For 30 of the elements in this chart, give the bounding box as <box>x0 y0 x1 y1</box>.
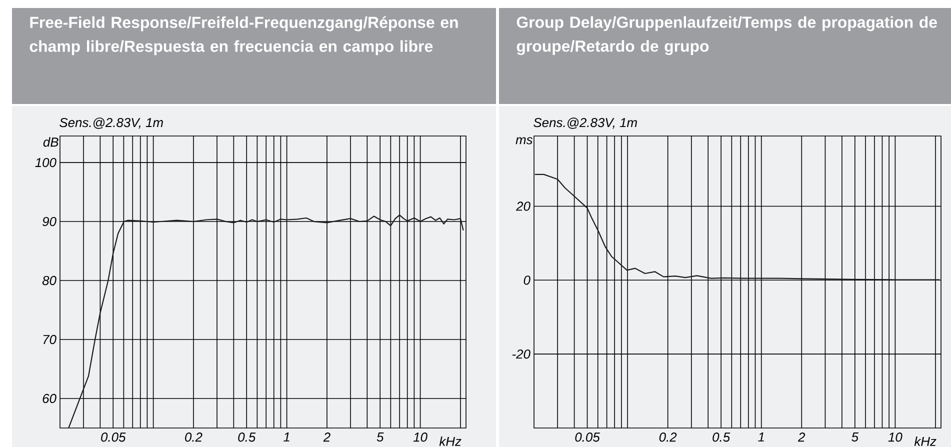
x-tick-label: 10 <box>413 432 428 442</box>
chart-subtitle: Sens.@2.83V, 1m <box>534 118 637 129</box>
x-tick-label: 5 <box>376 432 384 442</box>
x-tick-label: 0.05 <box>101 432 126 442</box>
chart-subtitle: Sens.@2.83V, 1m <box>60 118 163 129</box>
x-axis-title: kHz <box>439 436 462 446</box>
x-tick-label: 5 <box>852 432 859 442</box>
chart-title: Free-Field Response/Freifeld-Frequenzgang/Réponse en champ libre/Respuesta en frecuencia en campo libre <box>30 16 458 56</box>
y-tick-label: 90 <box>42 216 56 226</box>
x-axis-title: kHz <box>914 436 936 446</box>
y-axis-title: dB <box>43 137 58 147</box>
y-tick-label: 100 <box>35 158 56 168</box>
y-tick-label: 70 <box>43 334 56 344</box>
x-tick-label: 0.5 <box>238 432 256 442</box>
x-tick-label: 1 <box>284 432 290 442</box>
x-tick-label: 2 <box>323 432 330 442</box>
y-tick-label: 0 <box>524 276 530 285</box>
x-tick-label: 1 <box>758 432 764 442</box>
x-tick-label: 0.2 <box>659 432 677 442</box>
x-tick-label: 0.2 <box>185 432 202 442</box>
x-tick-label: 2 <box>798 432 806 442</box>
y-axis-title: ms <box>516 137 533 144</box>
y-tick-label: -20 <box>512 349 530 359</box>
x-tick-label: 10 <box>888 432 902 442</box>
y-tick-label: 20 <box>516 202 530 211</box>
chart-title: Group Delay/Gruppenlaufzeit/Temps de propagation de groupe/Retardo de grupo <box>516 16 937 56</box>
x-tick-label: 0.5 <box>712 432 730 442</box>
y-tick-label: 60 <box>42 394 56 404</box>
x-tick-label: 0.05 <box>575 432 600 442</box>
y-tick-label: 80 <box>42 276 56 286</box>
